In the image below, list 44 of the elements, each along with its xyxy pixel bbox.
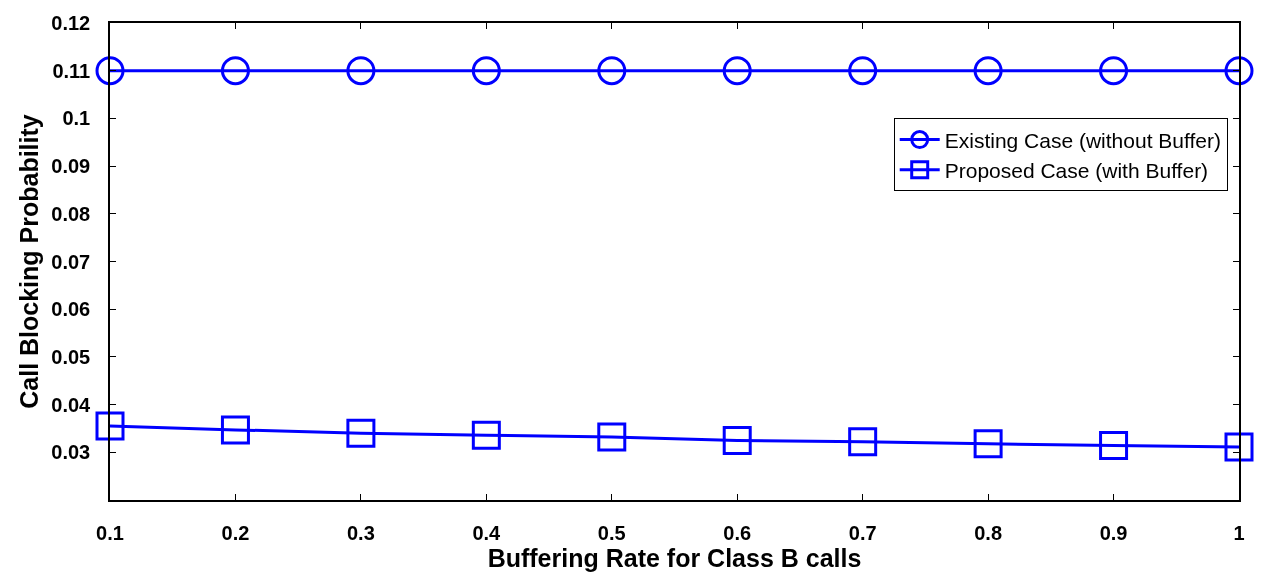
x-tick-label: 0.2 <box>221 521 250 544</box>
y-tick-label: 0.08 <box>51 202 91 225</box>
y-tick-label: 0.03 <box>51 441 91 464</box>
point <box>95 411 125 441</box>
point <box>1099 431 1129 461</box>
point <box>1224 56 1254 86</box>
point <box>1224 432 1254 462</box>
x-tick-label: 0.5 <box>597 521 626 544</box>
point <box>1099 56 1129 86</box>
x-tick-label: 0.4 <box>472 521 502 544</box>
legend-label: Existing Case (without Buffer) <box>944 128 1221 152</box>
point <box>848 427 878 457</box>
y-tick-label: 0.07 <box>51 250 91 273</box>
y-tick-label: 0.04 <box>51 393 92 416</box>
y-tick-label: 0.11 <box>52 59 91 82</box>
point <box>346 56 376 86</box>
point <box>722 425 752 455</box>
point <box>973 429 1003 459</box>
x-tick-label: 0.8 <box>974 521 1003 544</box>
point <box>848 56 878 86</box>
point <box>597 56 627 86</box>
y-tick-label: 0.06 <box>51 298 91 321</box>
x-tick-label: 1 <box>1233 521 1245 544</box>
x-tick-label: 0.1 <box>96 521 124 544</box>
point <box>471 420 501 450</box>
y-tick-label: 0.12 <box>51 12 91 34</box>
x-tick-label: 0.7 <box>848 521 877 544</box>
point <box>95 56 125 86</box>
y-tick-label: 0.05 <box>51 345 91 368</box>
x-tick-label: 0.6 <box>723 521 752 544</box>
point <box>346 418 376 448</box>
point <box>220 56 250 86</box>
x-tick-label: 0.9 <box>1099 521 1128 544</box>
point <box>220 415 250 445</box>
point <box>722 56 752 86</box>
point <box>597 422 627 452</box>
point <box>471 56 501 86</box>
y-tick-label: 0.09 <box>51 155 91 178</box>
y-tick-label: 0.1 <box>62 107 91 130</box>
point <box>973 56 1003 86</box>
x-axis-title: Buffering Rate for Class B calls <box>487 543 862 572</box>
legend-label: Proposed Case (with Buffer) <box>944 159 1209 183</box>
y-axis-title: Call Blocking Probability <box>14 114 43 409</box>
x-tick-label: 0.3 <box>346 521 375 544</box>
